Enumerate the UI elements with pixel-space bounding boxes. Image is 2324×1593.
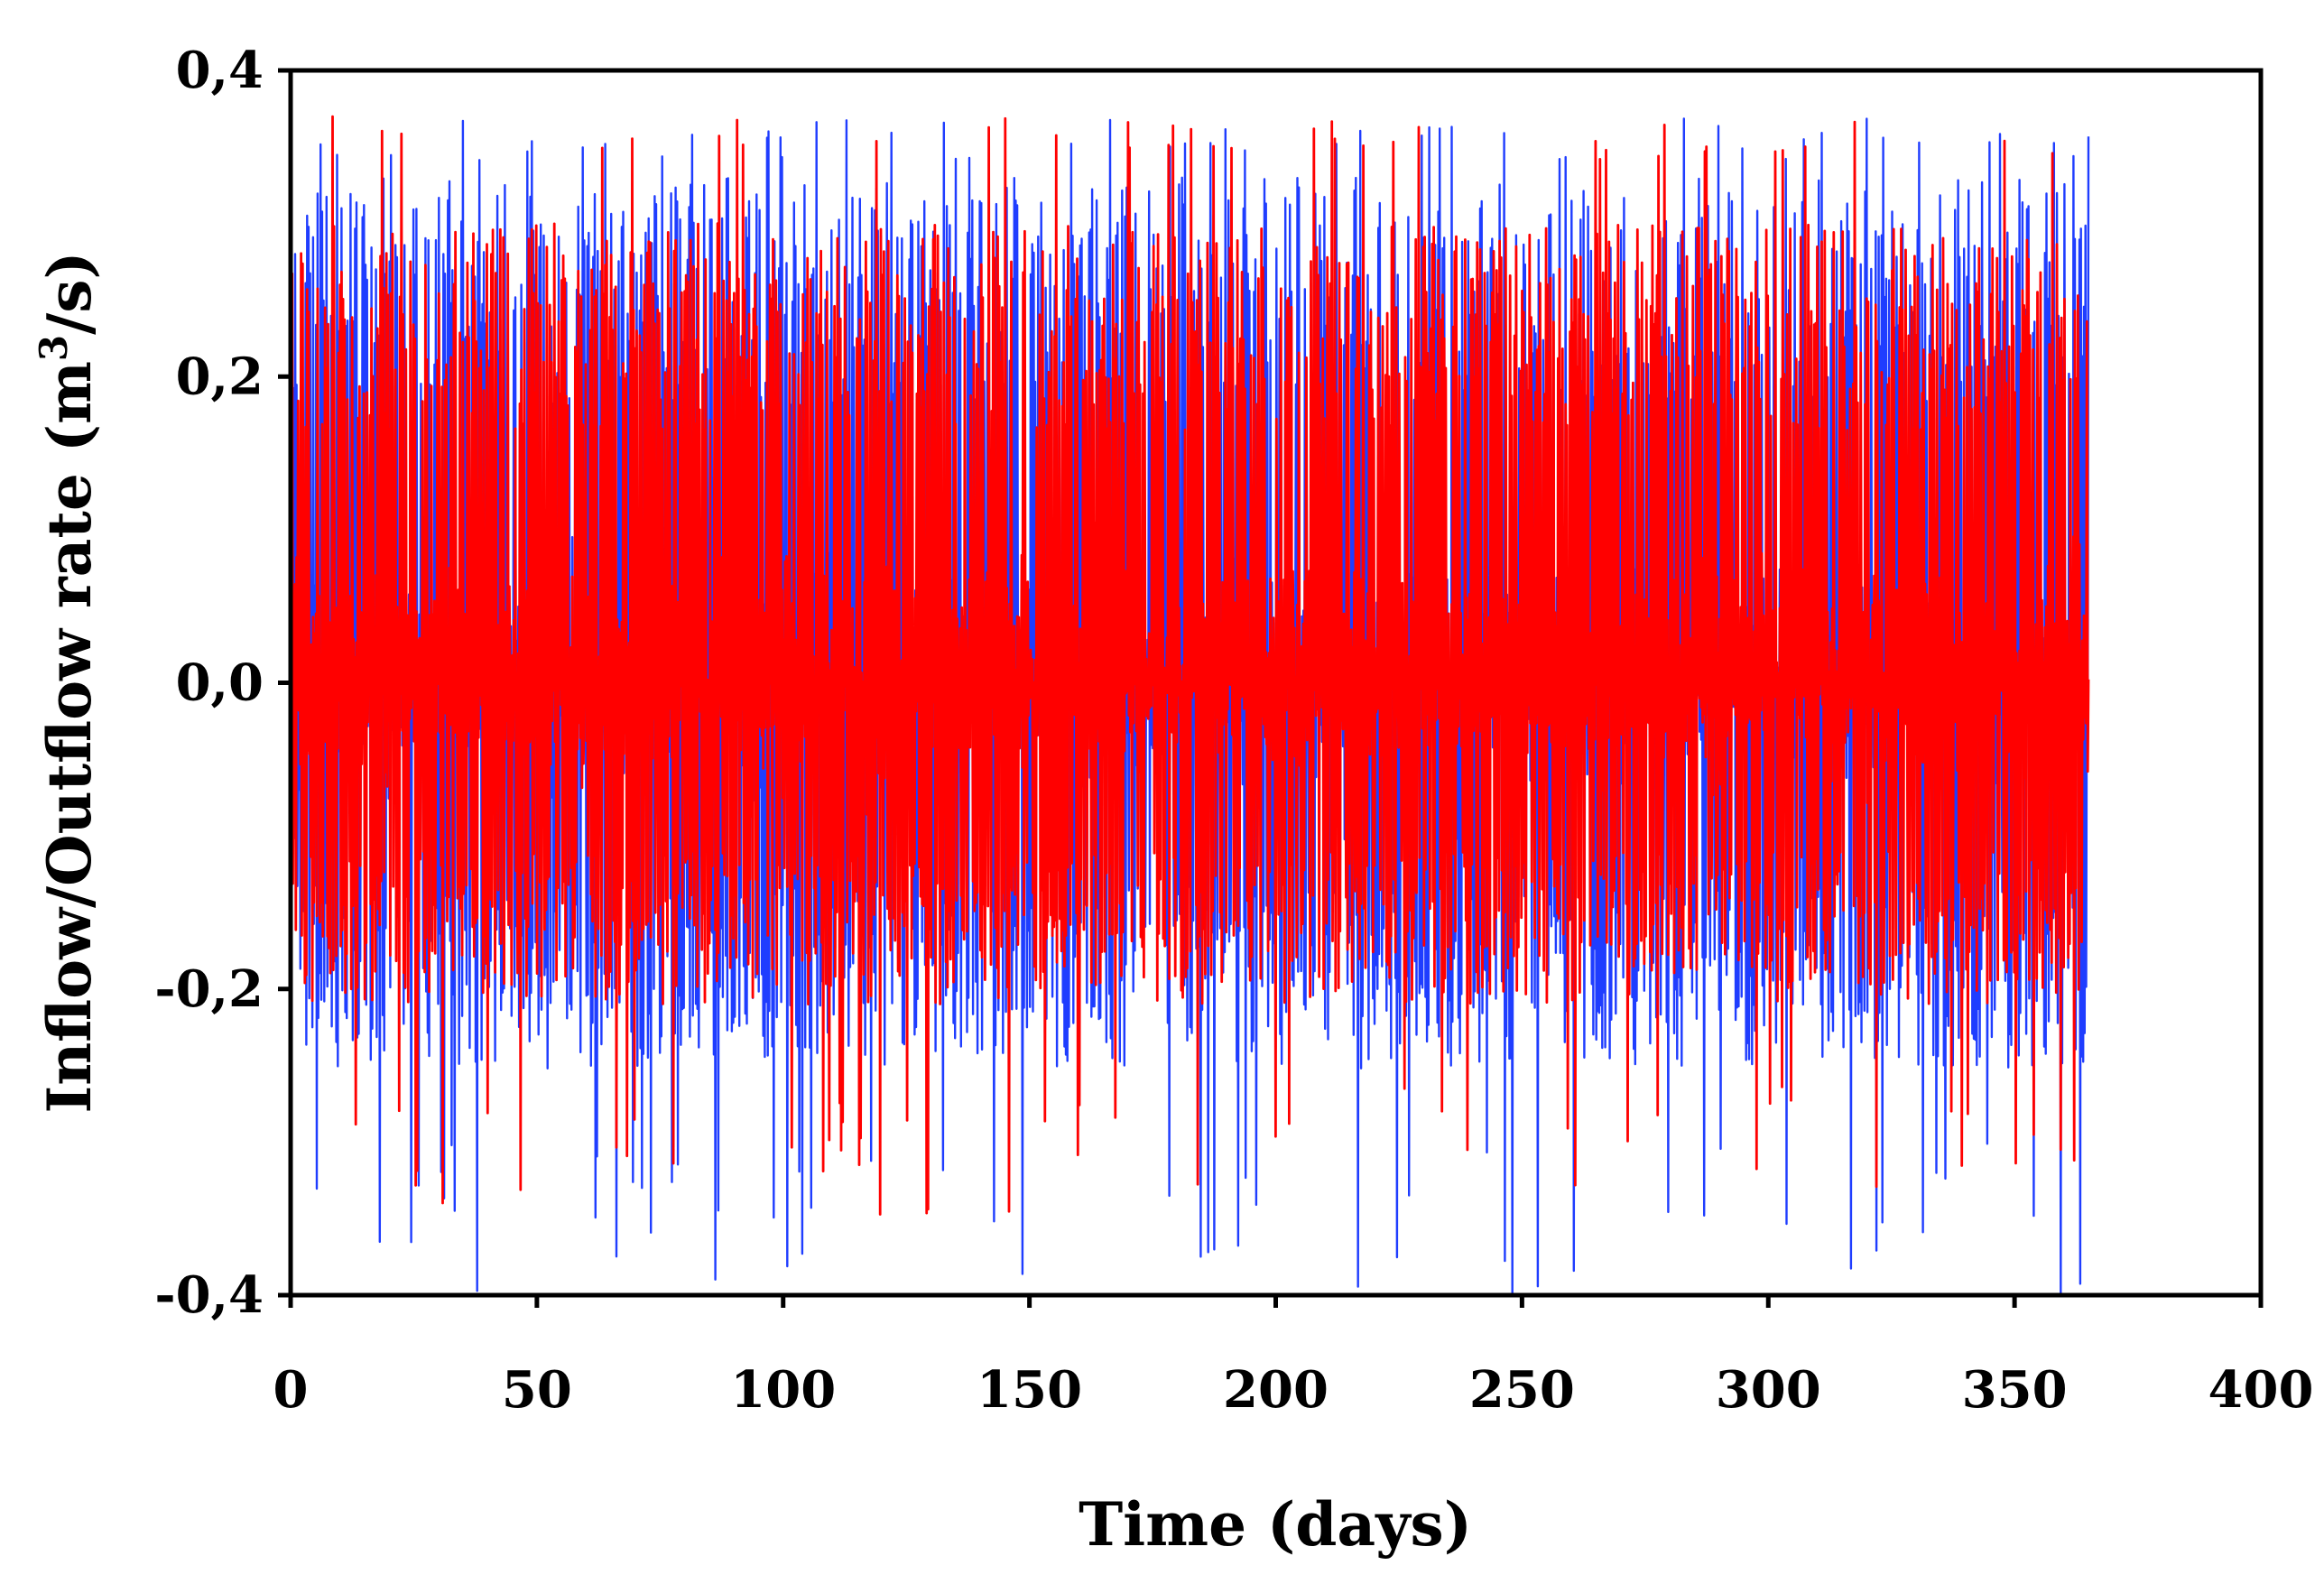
series-line-red <box>289 115 2090 1216</box>
x-tick-label: 350 <box>1962 1360 2068 1420</box>
y-axis-title-superscript: 3 <box>32 335 76 361</box>
x-tick-label: 250 <box>1469 1360 1575 1420</box>
x-tick-label: 200 <box>1223 1360 1329 1420</box>
plot-series <box>289 115 2090 1296</box>
y-axis-ticks: -0,4 -0,2 0,0 0,2 0,4 <box>154 41 291 1325</box>
x-tick-label: 0 <box>273 1360 309 1420</box>
x-tick-label: 50 <box>502 1360 572 1420</box>
x-tick-label: 400 <box>2208 1360 2314 1420</box>
y-axis-title-tail: /s) <box>34 251 105 335</box>
x-axis-ticks: 0 50 100 150 200 250 300 350 400 <box>273 1295 2314 1420</box>
y-tick-label: 0,2 <box>176 347 264 406</box>
x-axis-title: Time (days) <box>1079 1489 1472 1560</box>
y-axis-title: Inflow/Outflow rate (m3/s) <box>32 251 105 1113</box>
y-tick-label: 0,0 <box>176 653 264 713</box>
x-tick-label: 100 <box>730 1360 836 1420</box>
y-tick-label: -0,4 <box>154 1265 264 1325</box>
y-tick-label: 0,4 <box>176 41 264 100</box>
y-tick-label: -0,2 <box>154 959 264 1019</box>
x-tick-label: 150 <box>977 1360 1082 1420</box>
x-tick-label: 300 <box>1716 1360 1821 1420</box>
y-axis-title-main: Inflow/Outflow rate (m <box>34 361 105 1114</box>
